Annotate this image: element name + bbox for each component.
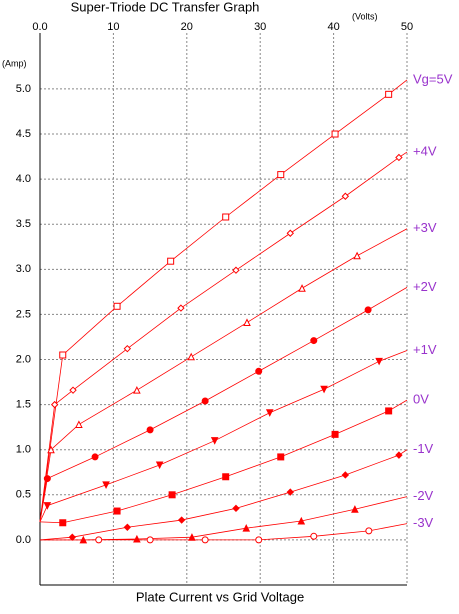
marker [187, 352, 196, 361]
marker [232, 266, 240, 274]
x-tick-label: 50 [401, 21, 413, 33]
marker [59, 519, 67, 527]
marker [210, 437, 219, 445]
y-tick-label: 5.0 [16, 83, 31, 95]
y-tick-label: 3.5 [16, 218, 31, 230]
x-tick-label: 30 [254, 21, 266, 33]
marker [364, 306, 372, 314]
marker [133, 534, 141, 543]
marker [201, 397, 209, 405]
marker [146, 536, 154, 544]
series-line [39, 350, 408, 523]
marker [75, 420, 83, 428]
marker [395, 153, 403, 162]
series-line [39, 151, 408, 522]
series-label: 0V [413, 392, 429, 407]
marker [385, 90, 393, 98]
marker [146, 426, 154, 434]
marker [167, 257, 175, 265]
marker [222, 473, 230, 481]
series-label: +3V [413, 220, 437, 235]
x-tick-label: 0.0 [32, 21, 47, 33]
marker [102, 481, 110, 490]
marker [68, 533, 77, 541]
marker [123, 344, 132, 353]
y-tick-label: 1.5 [16, 399, 31, 411]
series-label: -1V [413, 441, 434, 456]
marker [177, 516, 186, 524]
marker [133, 386, 141, 394]
series-label: +1V [413, 342, 437, 357]
x-unit-label: (Volts) [352, 11, 378, 21]
marker [168, 491, 176, 499]
y-unit-label: (Amp) [2, 58, 27, 68]
marker [95, 536, 103, 544]
marker [320, 385, 328, 394]
marker [310, 532, 318, 540]
marker [50, 400, 59, 409]
marker [242, 524, 251, 532]
marker [351, 505, 359, 513]
marker [365, 527, 373, 535]
series-label: -2V [413, 488, 434, 503]
series-line [39, 449, 408, 541]
marker [286, 488, 295, 496]
y-tick-label: 1.0 [16, 444, 31, 456]
marker [286, 229, 295, 237]
marker [341, 192, 350, 200]
marker [232, 504, 240, 513]
marker [177, 304, 185, 312]
series-label: -3V [413, 515, 434, 530]
marker [385, 407, 393, 415]
marker [69, 386, 77, 394]
marker [341, 471, 350, 479]
marker [297, 516, 306, 525]
x-axis-label: Plate Current vs Grid Voltage [136, 589, 304, 604]
series-line [39, 287, 408, 522]
marker [201, 536, 209, 544]
y-tick-label: 2.5 [16, 308, 31, 320]
y-tick-label: 0.5 [16, 489, 31, 501]
x-tick-label: 40 [327, 21, 339, 33]
marker [255, 536, 263, 544]
marker [265, 409, 274, 417]
marker [255, 367, 263, 375]
marker [331, 430, 339, 438]
marker [353, 251, 361, 260]
marker [47, 445, 55, 454]
marker [298, 284, 306, 292]
marker [277, 171, 285, 179]
marker [91, 453, 99, 461]
y-tick-label: 3.0 [16, 263, 31, 275]
marker [123, 523, 132, 531]
marker [331, 130, 339, 138]
x-tick-label: 10 [107, 21, 119, 33]
marker [43, 502, 52, 510]
series-label: +2V [413, 279, 437, 294]
marker [375, 357, 383, 366]
y-tick-label: 4.5 [16, 128, 31, 140]
y-tick-label: 0.0 [16, 534, 31, 546]
marker [310, 337, 318, 345]
series-label: Vg=5V [413, 71, 453, 86]
marker [222, 213, 230, 221]
chart-title: Super-Triode DC Transfer Graph [71, 0, 260, 14]
marker [43, 475, 51, 483]
y-tick-label: 4.0 [16, 173, 31, 185]
marker [113, 302, 121, 310]
marker [277, 453, 285, 461]
marker [59, 351, 67, 359]
marker [113, 507, 121, 515]
marker [395, 451, 403, 459]
series-line [40, 523, 408, 541]
series-line [39, 399, 408, 524]
marker [155, 461, 164, 470]
series-label: +4V [413, 143, 437, 158]
x-tick-label: 20 [181, 21, 193, 33]
y-tick-label: 2.0 [16, 353, 31, 365]
marker [243, 318, 251, 327]
